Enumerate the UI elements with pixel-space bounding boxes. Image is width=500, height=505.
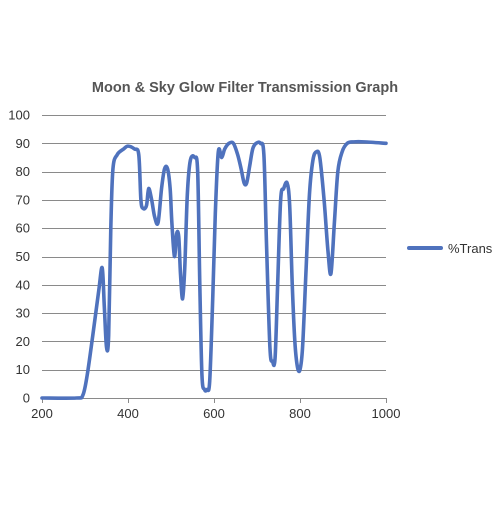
y-axis-tick-labels: 0 10 20 30 40 50 60 70 80 90 100 <box>8 108 30 406</box>
x-axis-tick-labels: 200 400 600 800 1000 <box>31 406 400 421</box>
x-tick-label: 200 <box>31 406 53 421</box>
y-tick-label: 90 <box>16 136 30 151</box>
y-tick-label: 0 <box>23 391 30 406</box>
axes <box>42 398 387 403</box>
x-tick-label: 800 <box>289 406 311 421</box>
x-tick-label: 400 <box>117 406 139 421</box>
y-tick-label: 100 <box>8 108 30 123</box>
series-line-0 <box>40 139 388 401</box>
y-tick-label: 50 <box>16 249 30 264</box>
y-tick-label: 40 <box>16 277 30 292</box>
chart-title: Moon & Sky Glow Filter Transmission Grap… <box>92 80 398 96</box>
y-tick-label: 20 <box>16 334 30 349</box>
y-tick-label: 10 <box>16 362 30 377</box>
y-tick-label: 80 <box>16 164 30 179</box>
series-lines <box>40 139 388 401</box>
x-tick-label: 600 <box>203 406 225 421</box>
y-tick-label: 70 <box>16 192 30 207</box>
legend-label: %Trans <box>448 241 493 256</box>
y-tick-label: 30 <box>16 306 30 321</box>
legend: %Trans <box>407 241 493 256</box>
y-tick-label: 60 <box>16 221 30 236</box>
x-tick-label: 1000 <box>372 406 401 421</box>
